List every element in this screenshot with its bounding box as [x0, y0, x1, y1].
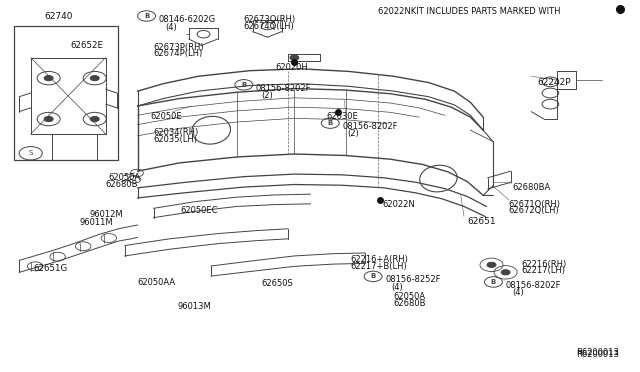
Text: R6200013: R6200013	[576, 350, 619, 359]
Text: 62050A: 62050A	[109, 173, 141, 182]
Circle shape	[90, 76, 99, 81]
Text: 08146-6202G: 08146-6202G	[159, 15, 216, 24]
Circle shape	[44, 76, 53, 81]
Text: 62673P(RH): 62673P(RH)	[154, 43, 204, 52]
Text: 62674P(LH): 62674P(LH)	[154, 49, 203, 58]
Bar	[14, 26, 118, 160]
Text: 96011M: 96011M	[80, 218, 114, 227]
Text: B: B	[371, 273, 376, 279]
Text: 08156-8252F: 08156-8252F	[385, 275, 441, 284]
Text: 62216(RH): 62216(RH)	[522, 260, 567, 269]
Text: B: B	[328, 120, 333, 126]
Text: 62672Q(LH): 62672Q(LH)	[509, 206, 559, 215]
Text: 62217+B(LH): 62217+B(LH)	[351, 262, 408, 270]
Text: 62022N: 62022N	[383, 200, 415, 209]
Text: 62216+A(RH): 62216+A(RH)	[351, 255, 408, 264]
Text: (2): (2)	[261, 91, 273, 100]
Circle shape	[44, 116, 53, 122]
Text: 62050A: 62050A	[394, 292, 426, 301]
Text: 62650S: 62650S	[261, 279, 293, 288]
Text: (4): (4)	[512, 288, 524, 297]
Text: (2): (2)	[348, 129, 359, 138]
Text: 62034(RH): 62034(RH)	[154, 128, 199, 137]
Text: R6200013: R6200013	[576, 348, 619, 357]
Text: 62671Q(RH): 62671Q(RH)	[509, 200, 561, 209]
Text: 62680B: 62680B	[394, 299, 426, 308]
Text: B: B	[144, 13, 149, 19]
Text: 62652E: 62652E	[70, 41, 104, 50]
Text: (4): (4)	[392, 283, 403, 292]
Text: 62030E: 62030E	[326, 112, 358, 121]
Text: 62242P: 62242P	[538, 78, 572, 87]
Circle shape	[290, 55, 299, 60]
Text: 62674Q(LH): 62674Q(LH)	[243, 22, 294, 31]
Text: 62651: 62651	[467, 217, 496, 225]
Text: 62022NKIT INCLUDES PARTS MARKED WITH: 62022NKIT INCLUDES PARTS MARKED WITH	[378, 7, 560, 16]
Text: 62020H: 62020H	[275, 63, 308, 72]
Text: (4): (4)	[165, 23, 177, 32]
Text: 08156-8202F: 08156-8202F	[506, 281, 561, 290]
Circle shape	[501, 270, 510, 275]
Text: S: S	[29, 150, 33, 156]
Text: 08156-8202F: 08156-8202F	[342, 122, 398, 131]
Text: B: B	[491, 279, 496, 285]
Text: 62050AA: 62050AA	[138, 278, 176, 287]
Text: 62050E: 62050E	[150, 112, 182, 121]
Text: 96012M: 96012M	[90, 210, 124, 219]
Text: B: B	[241, 82, 246, 88]
Text: 62680B: 62680B	[106, 180, 138, 189]
Text: 62217(LH): 62217(LH)	[522, 266, 566, 275]
Text: 62673Q(RH): 62673Q(RH)	[243, 15, 295, 24]
Text: 62740: 62740	[45, 12, 74, 21]
Text: 62050EC: 62050EC	[180, 206, 218, 215]
Text: 62651G: 62651G	[33, 264, 68, 273]
Circle shape	[487, 262, 496, 267]
Circle shape	[90, 116, 99, 122]
Text: 62035(LH): 62035(LH)	[154, 135, 198, 144]
Text: 96013M: 96013M	[178, 302, 212, 311]
Text: 08156-8202F: 08156-8202F	[256, 84, 312, 93]
Text: 62680BA: 62680BA	[512, 183, 550, 192]
